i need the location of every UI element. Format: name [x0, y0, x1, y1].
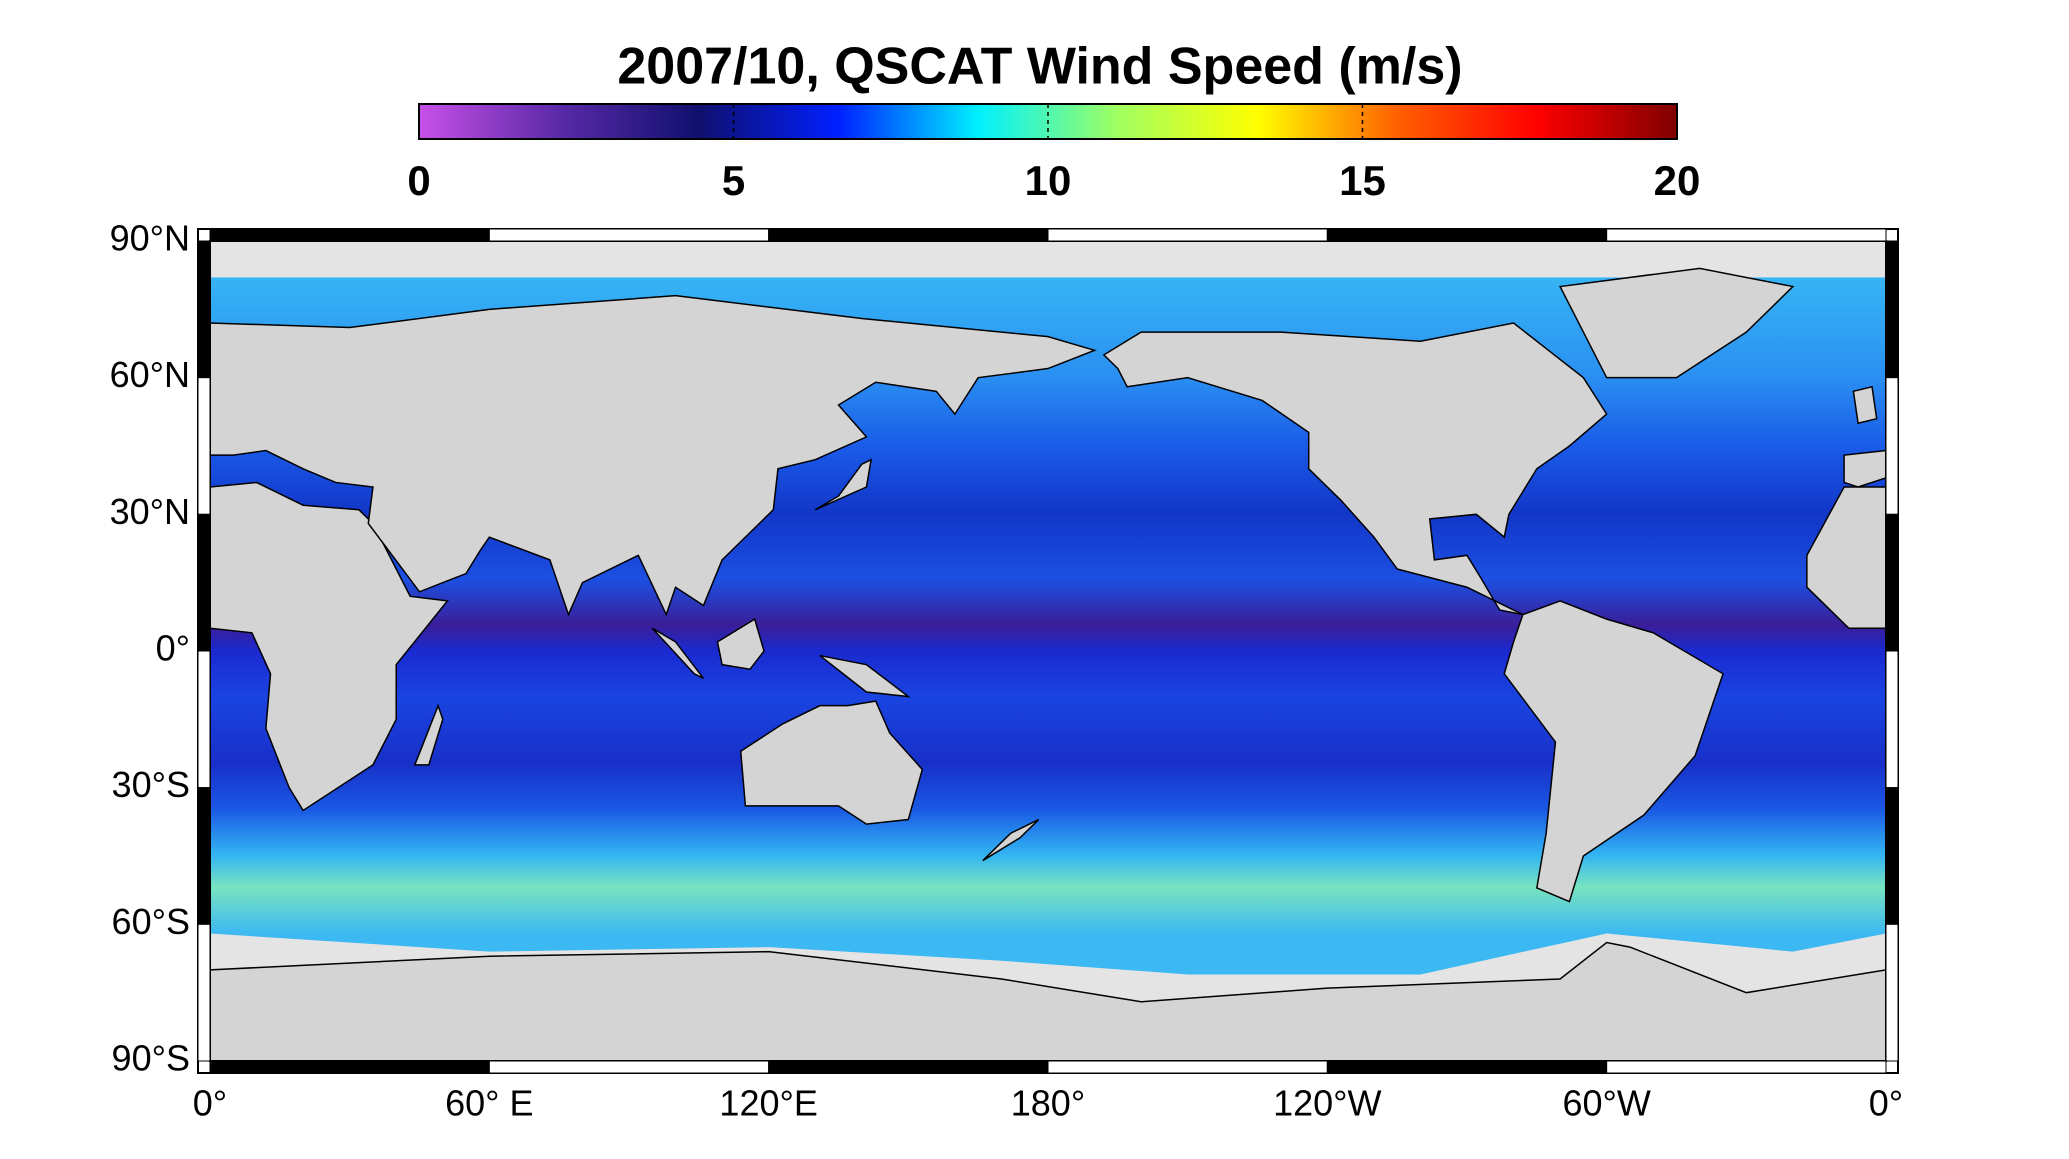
y-tick-label: 60°N — [110, 354, 190, 395]
land — [819, 654, 911, 698]
frame-band — [1885, 923, 1899, 1062]
land — [413, 703, 444, 766]
x-tick-label: 180° — [1011, 1083, 1085, 1124]
frame-band — [1885, 377, 1899, 515]
chart-title: 2007/10, QSCAT Wind Speed (m/s) — [617, 38, 1462, 96]
frame-band — [768, 1060, 1049, 1074]
frame-band — [197, 650, 211, 789]
frame-band — [768, 228, 1049, 242]
x-tick-label: 60° E — [445, 1083, 533, 1124]
land — [1102, 322, 1608, 616]
land — [209, 481, 449, 812]
colorbar-tick-label: 5 — [722, 157, 745, 204]
y-tick-label: 30°N — [110, 491, 190, 532]
colorbar-tick-label: 0 — [407, 157, 430, 204]
frame-band — [1606, 1060, 1887, 1074]
x-tick-label: 120°E — [719, 1083, 817, 1124]
y-tick-label: 90°S — [112, 1038, 190, 1079]
land — [1558, 267, 1795, 379]
y-tick-label: 60°S — [112, 901, 190, 942]
land — [814, 458, 873, 511]
frame-band — [209, 228, 490, 242]
colorbar-tick-label: 20 — [1654, 157, 1701, 204]
frame-band — [197, 377, 211, 515]
frame-band — [488, 1060, 770, 1074]
frame-band — [1326, 228, 1608, 242]
frame-band — [197, 513, 211, 652]
land — [716, 617, 765, 671]
frame-band — [197, 240, 211, 379]
land — [651, 627, 705, 680]
map — [209, 241, 1887, 1062]
frame-band — [1885, 650, 1899, 789]
frame-band — [1885, 240, 1899, 379]
colorbar-tick-label: 10 — [1025, 157, 1072, 204]
y-tick-label: 90°N — [110, 218, 190, 259]
y-tick-label: 0° — [156, 628, 190, 669]
x-tick-label: 60°W — [1562, 1083, 1650, 1124]
land — [982, 818, 1040, 862]
frame-band — [488, 228, 770, 242]
colorbar-tick-label: 15 — [1339, 157, 1386, 204]
x-tick-label: 120°W — [1273, 1083, 1381, 1124]
land — [1852, 385, 1878, 425]
frame-band — [1326, 1060, 1608, 1074]
frame-band — [1885, 513, 1899, 652]
frame-band — [1047, 1060, 1328, 1074]
frame-band — [1047, 228, 1328, 242]
y-tick-label: 30°S — [112, 764, 190, 805]
x-tick-label: 0° — [1869, 1083, 1903, 1124]
frame-band — [1606, 228, 1887, 242]
frame-band — [209, 1060, 490, 1074]
land — [1503, 600, 1724, 903]
frame-band — [197, 923, 211, 1062]
ocean-field — [210, 933, 1886, 975]
land — [739, 700, 924, 825]
land — [209, 294, 1097, 617]
frame-band — [197, 787, 211, 925]
frame-band — [1885, 787, 1899, 925]
axes: 0° 60° E 120°E 180° 120°W 60°W 0° 90°N 60°N 30°N 0… — [110, 218, 1904, 1124]
x-tick-label: 0° — [193, 1083, 227, 1124]
